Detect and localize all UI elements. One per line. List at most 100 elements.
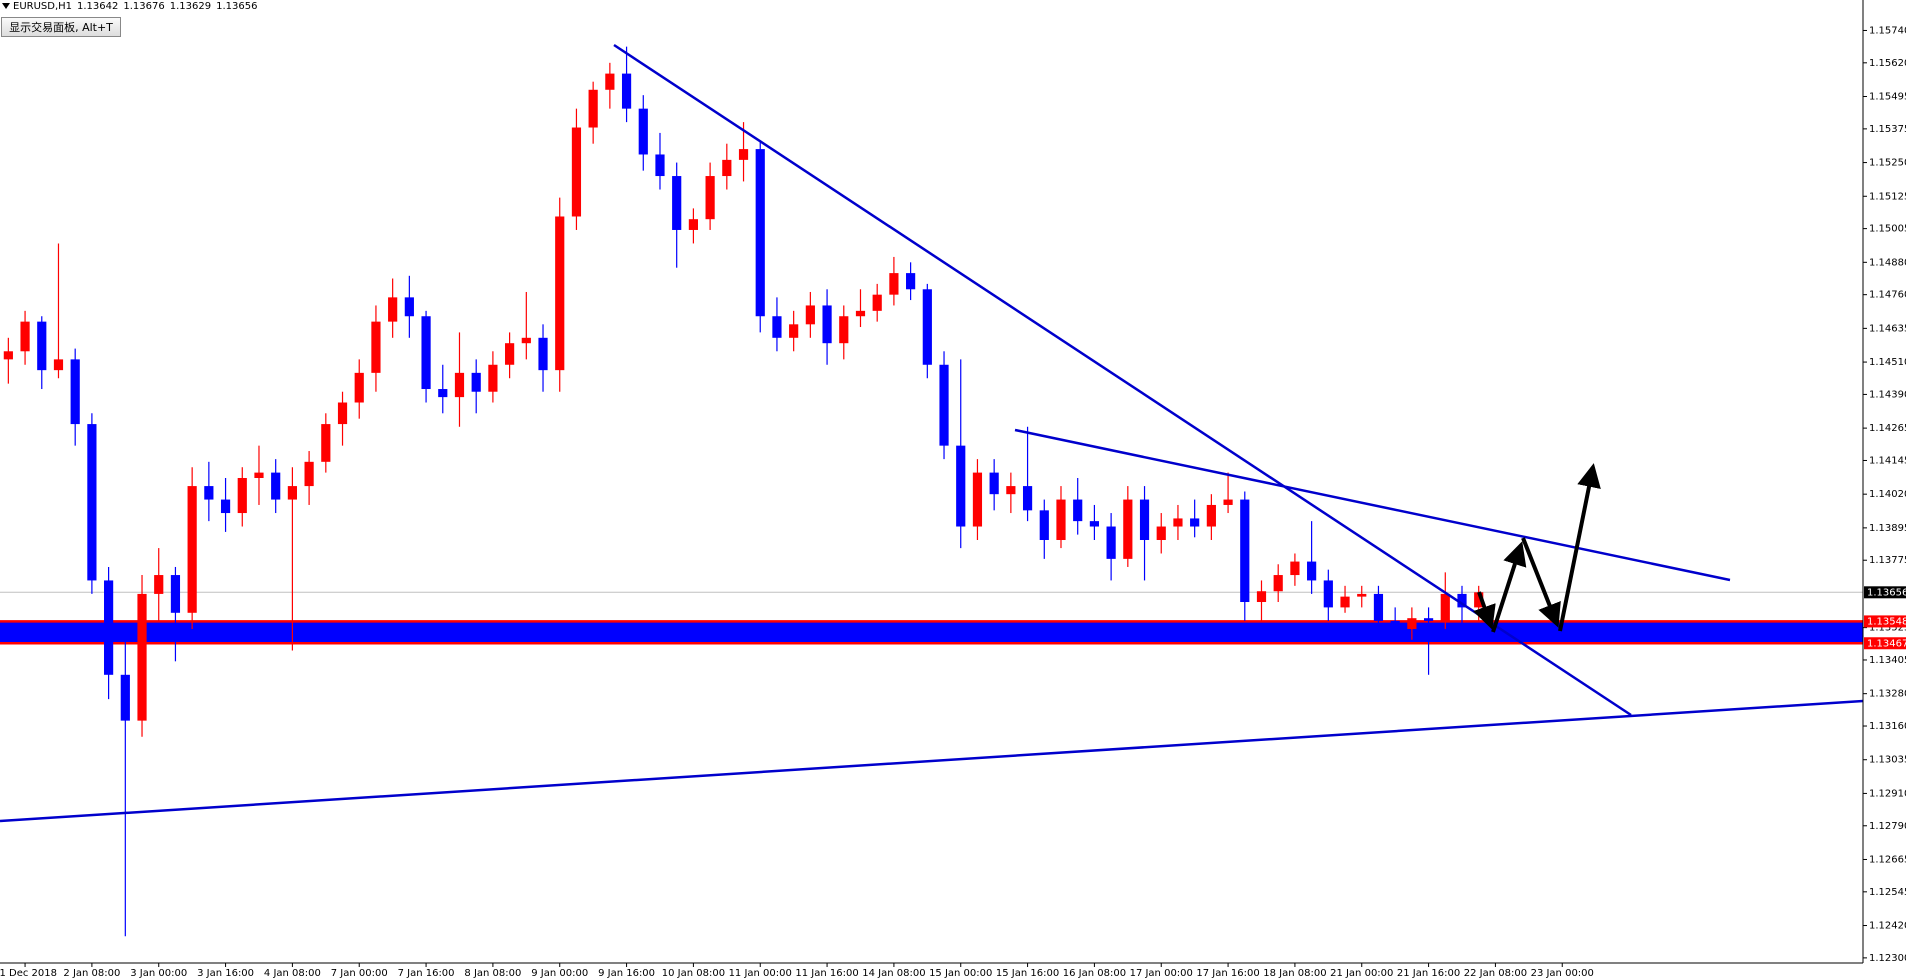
x-tick-label: 15 Jan 16:00 [996, 968, 1059, 979]
y-tick-label: 1.14265 [1869, 423, 1906, 434]
current-price-label: 1.13656 [1867, 587, 1906, 598]
zone-bottom-label-box [1864, 637, 1906, 650]
x-tick-label: 9 Jan 16:00 [598, 968, 655, 979]
y-tick-label: 1.12420 [1869, 921, 1906, 932]
candle-body [1056, 499, 1066, 541]
candle-body [822, 305, 832, 344]
y-tick-label: 1.13405 [1869, 655, 1906, 666]
x-tick-label: 4 Jan 08:00 [264, 968, 321, 979]
trend-line [0, 699, 1864, 823]
y-tick-label: 1.12665 [1869, 854, 1906, 865]
candle-body [1240, 499, 1250, 603]
trend-line [613, 43, 1632, 717]
y-tick-label: 1.15250 [1869, 158, 1906, 169]
arrow [1521, 537, 1561, 628]
trade-panel-button[interactable]: 显示交易面板, Alt+T [1, 17, 121, 37]
y-tick-label: 1.15740 [1869, 25, 1906, 36]
candle-body [872, 294, 882, 311]
candle-body [1206, 504, 1216, 527]
zone-top-label: 1.13548 [1867, 616, 1906, 627]
candle-body [1407, 618, 1417, 629]
y-tick-label: 1.12790 [1869, 821, 1906, 832]
candle-body [521, 337, 531, 344]
menu-icon [2, 3, 10, 9]
x-tick-label: 7 Jan 16:00 [398, 968, 455, 979]
candle-body [772, 316, 782, 338]
zone-top-label-box [1864, 615, 1906, 628]
candle-body [1089, 521, 1100, 527]
candle-body [1357, 593, 1367, 597]
y-tick-label: 1.14880 [1869, 257, 1906, 268]
candle-body [454, 372, 465, 398]
candle-body [137, 593, 147, 721]
candle-body [471, 372, 481, 392]
candle-body [1256, 591, 1267, 603]
candle-body [1173, 518, 1183, 527]
candles [0, 46, 1863, 937]
candle-body [1457, 593, 1467, 608]
ohlc-value: 1.13642 [77, 1, 119, 12]
candle-body [404, 297, 414, 317]
x-tick-label: 22 Jan 08:00 [1464, 968, 1527, 979]
candle-body [204, 486, 214, 500]
y-tick-label: 1.15125 [1869, 191, 1906, 202]
candle-body [53, 359, 64, 371]
candle-body [104, 580, 114, 675]
y-tick-label: 1.13280 [1869, 689, 1906, 700]
candle-body [1273, 575, 1283, 592]
x-tick-label: 17 Jan 16:00 [1196, 968, 1259, 979]
candle-body [371, 321, 381, 373]
candle-body [70, 359, 80, 425]
candle-body [855, 310, 866, 317]
candle-body [20, 321, 30, 352]
x-tick-label: 7 Jan 00:00 [331, 968, 388, 979]
candle-body [1190, 518, 1200, 527]
y-tick-label: 1.13895 [1869, 523, 1906, 534]
candle-body [1156, 526, 1166, 541]
y-tick-label: 1.15620 [1869, 58, 1906, 69]
candle-body [220, 499, 231, 514]
candle-body [1123, 499, 1133, 559]
candle-body [438, 389, 448, 398]
candle-body [1373, 593, 1384, 621]
candle-body [1340, 596, 1350, 608]
x-tick-label: 15 Jan 00:00 [929, 968, 992, 979]
x-tick-label: 3 Jan 16:00 [197, 968, 254, 979]
support-zone [0, 621, 1863, 644]
x-tick-label: 8 Jan 08:00 [464, 968, 521, 979]
candle-body [605, 73, 615, 90]
candle-body [738, 149, 749, 160]
candle-body [1006, 486, 1016, 495]
candle-body [655, 154, 665, 177]
candle-body [505, 343, 515, 365]
candle-body [956, 445, 966, 527]
candle-body [388, 297, 398, 322]
candle-body [1223, 499, 1233, 505]
y-tick-label: 1.14390 [1869, 389, 1906, 400]
y-tick-label: 1.12910 [1869, 788, 1906, 799]
x-tick-label: 31 Dec 2018 [0, 968, 57, 979]
x-tick-label: 10 Jan 08:00 [662, 968, 725, 979]
candle-body [1073, 499, 1083, 522]
candle-body [354, 372, 364, 403]
y-tick-label: 1.15495 [1869, 92, 1906, 103]
y-tick-label: 1.13775 [1869, 555, 1906, 566]
candle-body [621, 73, 632, 109]
candle-body [304, 461, 314, 487]
candle-body [1139, 499, 1150, 541]
x-tick-label: 14 Jan 08:00 [862, 968, 925, 979]
candle-body [237, 477, 247, 514]
candle-body [755, 149, 765, 317]
candle-body [1423, 618, 1434, 621]
y-tick-label: 1.14020 [1869, 489, 1906, 500]
candle-body [170, 575, 181, 613]
y-tick-label: 1.14145 [1869, 455, 1906, 466]
y-tick-label: 1.13160 [1869, 721, 1906, 732]
y-tick-label: 1.12545 [1869, 887, 1906, 898]
y-tick-label: 1.14635 [1869, 323, 1906, 334]
x-tick-label: 11 Jan 00:00 [729, 968, 792, 979]
x-tick-label: 23 Jan 00:00 [1531, 968, 1594, 979]
ohlc-value: 1.13676 [123, 1, 165, 12]
